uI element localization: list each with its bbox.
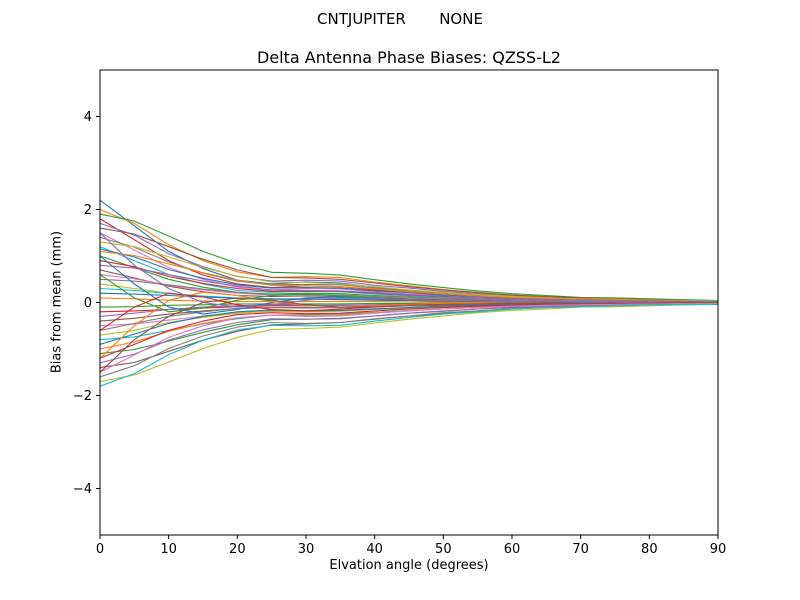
x-tick-label: 10 bbox=[160, 542, 177, 557]
bias-line bbox=[99, 297, 719, 373]
x-tick-label: 90 bbox=[710, 542, 727, 557]
x-tick-label: 20 bbox=[229, 542, 246, 557]
bias-line bbox=[99, 218, 719, 303]
x-tick-label: 60 bbox=[504, 542, 521, 557]
bias-line bbox=[99, 303, 719, 383]
x-tick-label: 30 bbox=[298, 542, 315, 557]
x-tick-label: 50 bbox=[435, 542, 452, 557]
bias-line bbox=[99, 213, 719, 302]
y-tick-label: 0 bbox=[84, 296, 92, 311]
figure-suptitle: CNTJUPITER NONE bbox=[317, 10, 483, 28]
bias-line bbox=[99, 303, 719, 378]
x-tick-label: 70 bbox=[572, 542, 589, 557]
bias-line bbox=[99, 302, 719, 373]
x-tick-label: 80 bbox=[641, 542, 658, 557]
chart-title: Delta Antenna Phase Biases: QZSS-L2 bbox=[257, 48, 561, 67]
bias-line bbox=[99, 303, 719, 387]
y-tick-label: −2 bbox=[73, 389, 92, 404]
y-tick-label: −4 bbox=[73, 482, 92, 497]
y-tick-label: 4 bbox=[84, 110, 92, 125]
x-axis-label: Elvation angle (degrees) bbox=[329, 558, 489, 573]
bias-line bbox=[99, 278, 719, 303]
bias-line bbox=[99, 250, 719, 303]
x-tick-label: 0 bbox=[96, 542, 104, 557]
y-tick-label: 2 bbox=[84, 203, 92, 218]
x-tick-label: 40 bbox=[366, 542, 383, 557]
y-axis-label: Bias from mean (mm) bbox=[49, 230, 65, 374]
